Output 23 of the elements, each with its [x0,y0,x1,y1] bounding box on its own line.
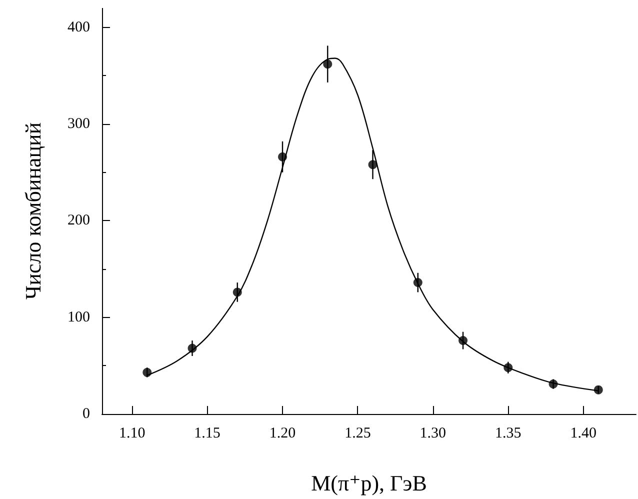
y-tick-label: 400 [68,19,90,36]
x-tick-label: 1.20 [269,426,296,442]
y-tick-label: 100 [68,309,90,326]
y-tick-label: 200 [68,212,90,229]
y-axis-title: Число комбинаций [20,122,46,300]
y-tick-label: 0 [82,406,90,422]
point [323,60,332,69]
x-tick-label: 1.25 [344,426,371,442]
x-tick-label: 1.35 [495,426,522,442]
point [188,344,197,353]
point [548,380,558,389]
x-tick-label: 1.15 [194,426,220,442]
point [413,278,422,288]
point [232,288,242,297]
x-tick-label: 1.30 [420,426,446,442]
point [368,160,378,170]
x-tick-label: 1.40 [570,426,596,442]
point [278,152,288,162]
point [458,336,468,346]
y-tick-label: 300 [68,116,90,132]
x-tick-label: 1.10 [118,426,146,442]
point [504,363,513,372]
x-axis-title: M(π⁺p), ГэВ [311,470,427,496]
